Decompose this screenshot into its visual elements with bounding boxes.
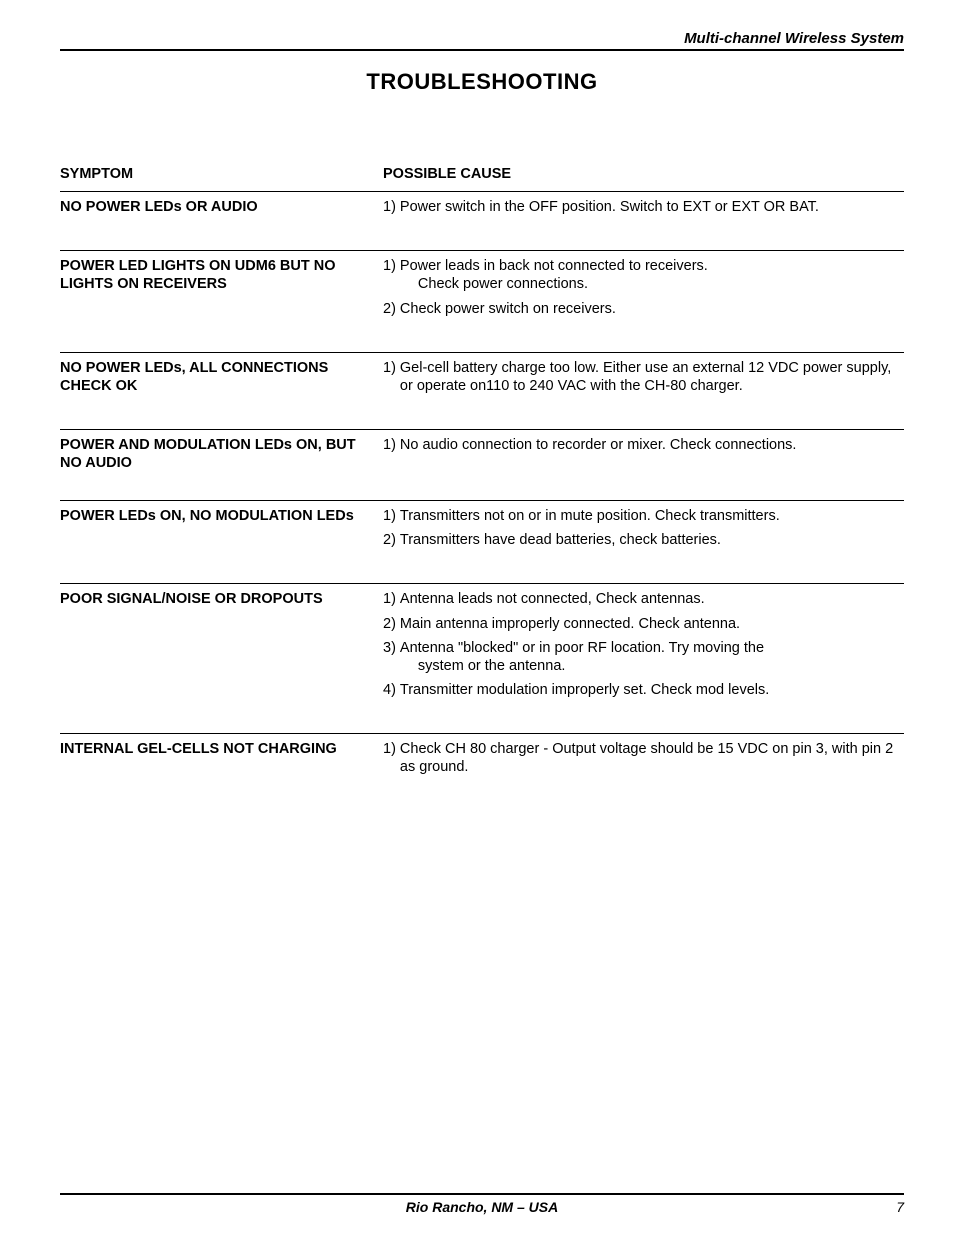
- table-row: POWER LED LIGHTS ON UDM6 BUT NO LIGHTS O…: [60, 251, 904, 352]
- cause-text: Transmitters not on or in mute position.…: [400, 507, 780, 525]
- cause-item: 1)Gel-cell battery charge too low. Eithe…: [383, 359, 896, 395]
- cause-number: 4): [383, 681, 400, 699]
- footer-spacer: [60, 1199, 80, 1215]
- column-header-symptom: SYMPTOM: [60, 165, 383, 192]
- cause-number: 2): [383, 615, 400, 633]
- cause-main-line: No audio connection to recorder or mixer…: [400, 436, 797, 454]
- cause-number: 3): [383, 639, 400, 675]
- cause-number: 2): [383, 531, 400, 549]
- cause-main-line: Antenna leads not connected, Check anten…: [400, 590, 705, 608]
- symptom-cell: INTERNAL GEL-CELLS NOT CHARGING: [60, 734, 383, 811]
- cause-item: 2)Check power switch on receivers.: [383, 300, 896, 318]
- cause-main-line: Antenna "blocked" or in poor RF location…: [400, 639, 764, 657]
- cause-main-line: Transmitter modulation improperly set. C…: [400, 681, 769, 699]
- symptom-cell: POWER LED LIGHTS ON UDM6 BUT NO LIGHTS O…: [60, 251, 383, 352]
- cause-main-line: Power leads in back not connected to rec…: [400, 257, 708, 275]
- cause-main-line: Transmitters have dead batteries, check …: [400, 531, 721, 549]
- cause-item: 1)Antenna leads not connected, Check ant…: [383, 590, 896, 608]
- cause-cell: 1)Transmitters not on or in mute positio…: [383, 501, 904, 584]
- footer-line: Rio Rancho, NM – USA 7: [60, 1199, 904, 1215]
- cause-cell: 1)Power leads in back not connected to r…: [383, 251, 904, 352]
- symptom-cell: POWER LEDs ON, NO MODULATION LEDs: [60, 501, 383, 584]
- cause-item: 2)Main antenna improperly connected. Che…: [383, 615, 896, 633]
- table-row: INTERNAL GEL-CELLS NOT CHARGING1)Check C…: [60, 734, 904, 811]
- page: Multi-channel Wireless System TROUBLESHO…: [0, 0, 954, 1235]
- cause-sub-line: system or the antenna.: [400, 657, 764, 675]
- page-footer: Rio Rancho, NM – USA 7: [60, 1193, 904, 1215]
- cause-main-line: Power switch in the OFF position. Switch…: [400, 198, 819, 216]
- footer-location: Rio Rancho, NM – USA: [80, 1199, 884, 1215]
- cause-main-line: Gel-cell battery charge too low. Either …: [400, 359, 896, 395]
- cause-cell: 1)No audio connection to recorder or mix…: [383, 429, 904, 500]
- cause-number: 1): [383, 359, 400, 395]
- cause-item: 2)Transmitters have dead batteries, chec…: [383, 531, 896, 549]
- cause-number: 1): [383, 198, 400, 216]
- table-body: NO POWER LEDs OR AUDIO1)Power switch in …: [60, 192, 904, 811]
- cause-item: 3)Antenna "blocked" or in poor RF locati…: [383, 639, 896, 675]
- cause-cell: 1)Gel-cell battery charge too low. Eithe…: [383, 352, 904, 429]
- cause-number: 1): [383, 740, 400, 776]
- table-row: NO POWER LEDs, ALL CONNECTIONS CHECK OK1…: [60, 352, 904, 429]
- symptom-cell: NO POWER LEDs OR AUDIO: [60, 192, 383, 251]
- cause-cell: 1)Power switch in the OFF position. Swit…: [383, 192, 904, 251]
- cause-text: Power switch in the OFF position. Switch…: [400, 198, 819, 216]
- cause-item: 1)No audio connection to recorder or mix…: [383, 436, 896, 454]
- cause-number: 1): [383, 257, 400, 293]
- table-row: NO POWER LEDs OR AUDIO1)Power switch in …: [60, 192, 904, 251]
- cause-text: Transmitters have dead batteries, check …: [400, 531, 721, 549]
- cause-text: Transmitter modulation improperly set. C…: [400, 681, 769, 699]
- cause-main-line: Check CH 80 charger - Output voltage sho…: [400, 740, 896, 776]
- cause-cell: 1)Check CH 80 charger - Output voltage s…: [383, 734, 904, 811]
- cause-text: Antenna "blocked" or in poor RF location…: [400, 639, 764, 675]
- symptom-cell: POOR SIGNAL/NOISE OR DROPOUTS: [60, 584, 383, 734]
- cause-number: 2): [383, 300, 400, 318]
- cause-item: 4)Transmitter modulation improperly set.…: [383, 681, 896, 699]
- cause-text: No audio connection to recorder or mixer…: [400, 436, 797, 454]
- cause-text: Check CH 80 charger - Output voltage sho…: [400, 740, 896, 776]
- header-product-line: Multi-channel Wireless System: [60, 30, 904, 47]
- cause-main-line: Main antenna improperly connected. Check…: [400, 615, 740, 633]
- table-row: POOR SIGNAL/NOISE OR DROPOUTS1)Antenna l…: [60, 584, 904, 734]
- cause-text: Gel-cell battery charge too low. Either …: [400, 359, 896, 395]
- cause-item: 1)Transmitters not on or in mute positio…: [383, 507, 896, 525]
- column-header-cause: POSSIBLE CAUSE: [383, 165, 904, 192]
- cause-main-line: Transmitters not on or in mute position.…: [400, 507, 780, 525]
- cause-number: 1): [383, 507, 400, 525]
- cause-item: 1)Power leads in back not connected to r…: [383, 257, 896, 293]
- cause-main-line: Check power switch on receivers.: [400, 300, 616, 318]
- cause-text: Main antenna improperly connected. Check…: [400, 615, 740, 633]
- cause-item: 1)Check CH 80 charger - Output voltage s…: [383, 740, 896, 776]
- footer-page-number: 7: [884, 1199, 904, 1215]
- page-title: TROUBLESHOOTING: [60, 69, 904, 95]
- cause-text: Antenna leads not connected, Check anten…: [400, 590, 705, 608]
- cause-sub-line: Check power connections.: [400, 275, 708, 293]
- cause-cell: 1)Antenna leads not connected, Check ant…: [383, 584, 904, 734]
- header-rule: [60, 49, 904, 51]
- table-row: POWER AND MODULATION LEDs ON, BUT NO AUD…: [60, 429, 904, 500]
- cause-item: 1)Power switch in the OFF position. Swit…: [383, 198, 896, 216]
- cause-number: 1): [383, 436, 400, 454]
- symptom-cell: NO POWER LEDs, ALL CONNECTIONS CHECK OK: [60, 352, 383, 429]
- symptom-cell: POWER AND MODULATION LEDs ON, BUT NO AUD…: [60, 429, 383, 500]
- cause-text: Check power switch on receivers.: [400, 300, 616, 318]
- cause-number: 1): [383, 590, 400, 608]
- troubleshoot-table: SYMPTOM POSSIBLE CAUSE NO POWER LEDs OR …: [60, 165, 904, 810]
- cause-text: Power leads in back not connected to rec…: [400, 257, 708, 293]
- table-row: POWER LEDs ON, NO MODULATION LEDs1)Trans…: [60, 501, 904, 584]
- footer-rule: [60, 1193, 904, 1195]
